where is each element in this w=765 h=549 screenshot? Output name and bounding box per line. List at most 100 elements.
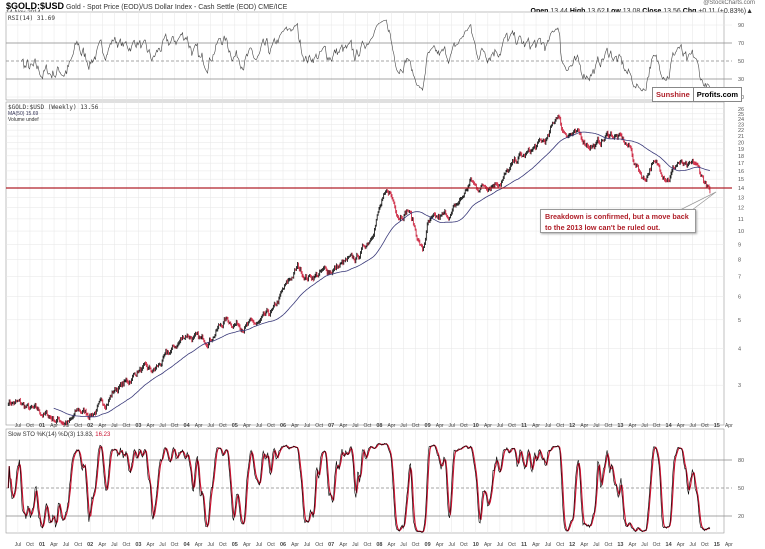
price-tick-label: 4 [738,346,741,352]
x-tick-label: Apr [243,542,251,548]
x-tick-label: Oct [315,542,323,548]
x-tick-label: 08 [376,542,382,548]
price-legend: $GOLD:$USD (Weekly) 13.56 [8,104,99,111]
price-tick-label: 25 [738,112,744,118]
x-tick-label: Jul [352,542,358,548]
x-tick-label: Jul [304,542,310,548]
x-tick-label: Apr [580,423,588,429]
x-tick-label: 04 [184,542,191,548]
rsi-tick-label: 70 [738,41,744,47]
x-tick-label: Jul [641,542,647,548]
x-tick-label: Oct [653,542,661,548]
x-tick-label: Oct [26,542,34,548]
rsi-tick-label: 30 [738,77,744,83]
price-tick-label: 19 [738,147,744,153]
x-tick-label: Jul [15,423,21,429]
x-tick-label: Apr [532,542,540,548]
x-tick-label: Jul [689,542,695,548]
x-tick-label: Apr [98,542,106,548]
x-tick-label: Oct [701,542,709,548]
x-tick-label: Oct [508,542,516,548]
x-tick-label: Apr [436,423,444,429]
x-tick-label: Jul [159,423,165,429]
panel-price [5,101,725,426]
x-tick-label: 02 [87,423,93,429]
x-tick-label: 03 [135,542,141,548]
sto-tick-label: 80 [738,458,744,464]
price-tick-label: 17 [738,161,744,167]
x-tick-label: Jul [497,542,503,548]
x-tick-label: Apr [195,542,203,548]
x-tick-label: Oct [556,542,564,548]
price-tick-label: 22 [738,128,744,134]
ma-legend: MA(50) 15.69 [8,111,39,117]
x-tick-label: 03 [135,423,141,429]
x-tick-label: Jul [256,542,262,548]
x-tick-label: Apr [532,423,540,429]
x-tick-label: Apr [580,542,588,548]
x-tick-label: Apr [725,423,733,429]
x-tick-label: 06 [280,542,286,548]
x-tick-label: 05 [232,423,238,429]
x-tick-label: 10 [473,542,479,548]
x-tick-label: Apr [725,542,733,548]
x-tick-label: Oct [267,542,275,548]
x-tick-label: Apr [147,542,155,548]
x-tick-label: 14 [666,542,673,548]
x-tick-label: Apr [388,542,396,548]
x-tick-label: Oct [412,423,420,429]
price-tick-label: 18 [738,154,744,160]
x-tick-label: Jul [304,423,310,429]
x-tick-label: Oct [267,423,275,429]
x-tick-label: Oct [701,423,709,429]
x-tick-label: 13 [617,542,623,548]
ohlc-readout: Open 13.44 High 13.62 Low 13.08 Close 13… [530,8,754,15]
x-tick-label: Apr [339,423,347,429]
ma50-line [53,131,711,418]
x-tick-label: Oct [363,542,371,548]
price-tick-label: 16 [738,169,744,175]
x-tick-label: Oct [363,423,371,429]
price-tick-label: 7 [738,275,741,281]
x-tick-label: Oct [171,423,179,429]
x-tick-label: Jul [111,542,117,548]
x-tick-label: 02 [87,542,93,548]
x-tick-label: Apr [436,542,444,548]
x-tick-label: 05 [232,542,238,548]
rsi-line [20,19,711,92]
x-tick-label: Apr [243,423,251,429]
x-tick-label: Oct [556,423,564,429]
price-tick-label: 14 [738,186,744,192]
x-tick-label: 14 [666,423,673,429]
x-tick-label: Oct [508,423,516,429]
price-tick-label: 5 [738,318,741,324]
x-tick-label: Oct [122,423,130,429]
x-tick-label: Apr [291,542,299,548]
panel-rsi [5,11,725,101]
x-tick-label: Oct [122,542,130,548]
credit: @StockCharts.com [703,0,755,6]
x-tick-label: Jul [593,542,599,548]
price-tick-label: 12 [738,206,744,212]
price-tick-label: 6 [738,294,741,300]
x-tick-label: Apr [98,423,106,429]
x-tick-label: Jul [593,423,599,429]
x-tick-label: Oct [460,542,468,548]
x-tick-label: 13 [617,423,623,429]
x-tick-label: Jul [15,542,21,548]
annotation-callout: Breakdown is confirmed, but a move back … [540,209,696,233]
x-tick-label: 11 [521,423,527,429]
x-tick-label: Jul [111,423,117,429]
x-tick-label: Jul [448,423,454,429]
x-tick-label: Apr [50,423,58,429]
x-tick-label: Oct [412,542,420,548]
x-tick-label: 15 [714,542,720,548]
x-tick-label: Jul [63,423,69,429]
x-tick-label: Oct [219,542,227,548]
x-tick-label: Jul [159,542,165,548]
price-tick-label: 23 [738,122,744,128]
x-tick-label: Oct [74,542,82,548]
x-tick-label: 01 [39,423,45,429]
x-tick-label: Apr [291,423,299,429]
